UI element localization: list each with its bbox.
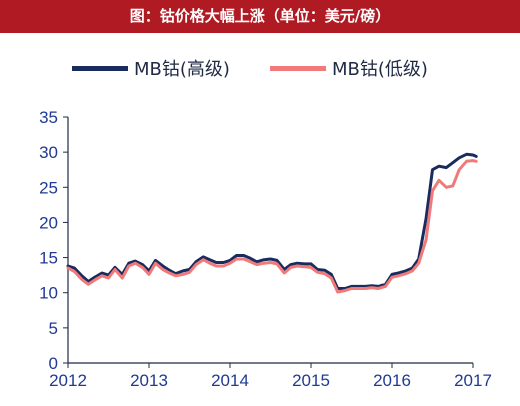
y-tick-label-35: 35 bbox=[39, 108, 58, 127]
y-tick-label-20: 20 bbox=[39, 213, 58, 232]
y-tick-label-15: 15 bbox=[39, 249, 58, 268]
legend-item-low-grade: MB钴(低级) bbox=[270, 56, 428, 80]
x-tick-label-2014: 2014 bbox=[211, 371, 249, 390]
series-line-low-grade bbox=[66, 159, 478, 294]
x-tick-label-2013: 2013 bbox=[130, 371, 168, 390]
y-tick-label-0: 0 bbox=[49, 354, 58, 373]
chart-title: 图：钴价格大幅上涨（单位：美元/磅） bbox=[129, 7, 391, 25]
x-tick-label-2016: 2016 bbox=[373, 371, 411, 390]
legend-label-low-grade: MB钴(低级) bbox=[332, 59, 428, 80]
legend: MB钴(高级) MB钴(低级) bbox=[0, 56, 520, 80]
legend-item-high-grade: MB钴(高级) bbox=[72, 56, 230, 80]
title-bar: 图：钴价格大幅上涨（单位：美元/磅） bbox=[0, 0, 520, 33]
x-tick-label-2015: 2015 bbox=[292, 371, 330, 390]
legend-swatch-high-grade bbox=[72, 65, 128, 71]
y-tick-label-30: 30 bbox=[39, 143, 58, 162]
legend-swatch-low-grade bbox=[270, 65, 326, 71]
legend-label-high-grade: MB钴(高级) bbox=[134, 59, 230, 80]
y-tick-label-10: 10 bbox=[39, 284, 58, 303]
y-tick-label-5: 5 bbox=[49, 319, 58, 338]
series-line-high-grade bbox=[66, 152, 478, 290]
y-tick-label-25: 25 bbox=[39, 178, 58, 197]
x-tick-label-2017: 2017 bbox=[454, 371, 492, 390]
x-tick-label-2012: 2012 bbox=[49, 371, 87, 390]
